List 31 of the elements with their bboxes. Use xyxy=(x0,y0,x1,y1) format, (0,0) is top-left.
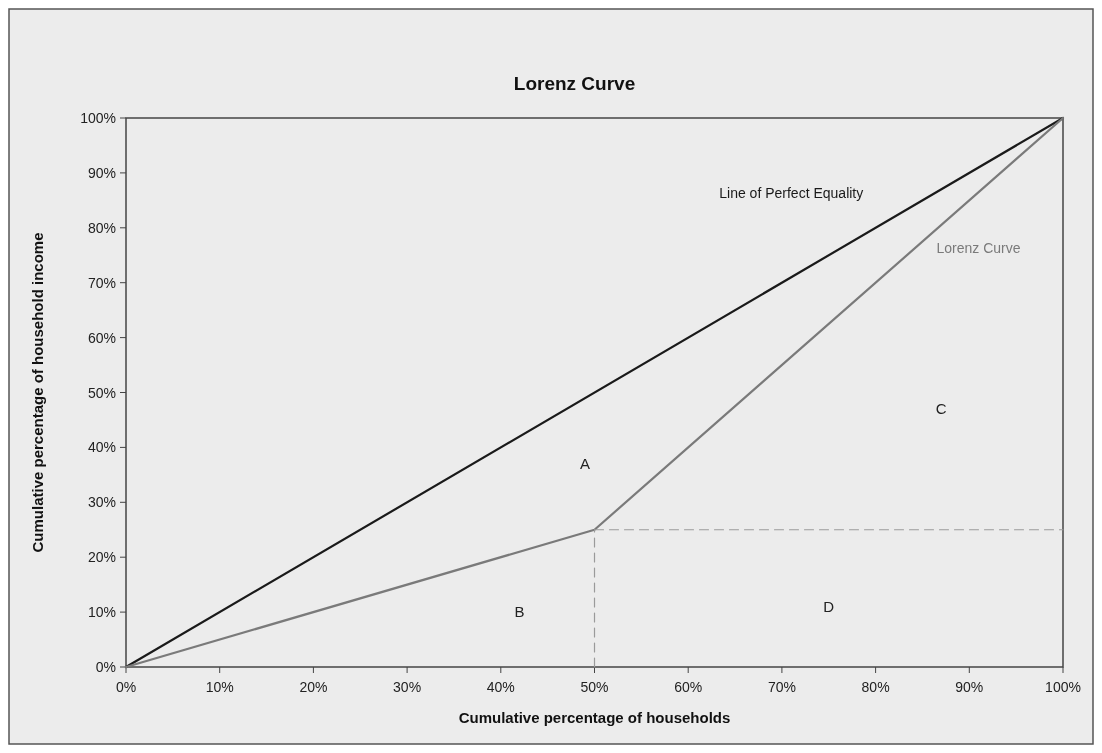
x-tick-label: 90% xyxy=(955,679,984,695)
y-tick-label: 50% xyxy=(87,384,116,401)
y-tick-label: 80% xyxy=(87,219,116,236)
x-tick-label: 50% xyxy=(580,679,609,695)
chart-title: Lorenz Curve xyxy=(513,73,636,94)
x-axis-title: Cumulative percentage of households xyxy=(458,709,731,726)
x-tick-label: 80% xyxy=(861,679,890,695)
annotation: A xyxy=(580,454,591,472)
y-tick-label: 40% xyxy=(87,439,116,456)
x-tick-label: 20% xyxy=(299,679,328,695)
y-tick-label: 100% xyxy=(80,110,116,126)
x-tick-label: 10% xyxy=(205,679,234,695)
x-tick-label: 70% xyxy=(767,679,796,695)
x-tick-label: 60% xyxy=(674,679,703,695)
y-tick-label: 60% xyxy=(87,329,116,346)
x-tick-label: 40% xyxy=(486,679,515,695)
text: Line of Perfect Equality xyxy=(719,184,864,201)
y-tick-label: 90% xyxy=(87,164,116,181)
x-tick-label: 100% xyxy=(1045,679,1081,695)
y-tick-label: 10% xyxy=(87,604,116,621)
x-tick-label: 0% xyxy=(115,679,137,695)
y-tick-label: 70% xyxy=(87,274,116,291)
y-tick-label: 30% xyxy=(87,494,116,511)
y-tick-label: 0% xyxy=(95,659,116,675)
y-axis-title: Cumulative percentage of household income xyxy=(29,232,46,553)
y-tick-label: 20% xyxy=(87,549,116,566)
annotation: C xyxy=(935,399,947,417)
series-label: Lorenz Curve xyxy=(936,239,1021,256)
x-tick-label: 30% xyxy=(393,679,422,695)
annotation: D xyxy=(823,597,835,615)
annotation: B xyxy=(514,603,525,621)
